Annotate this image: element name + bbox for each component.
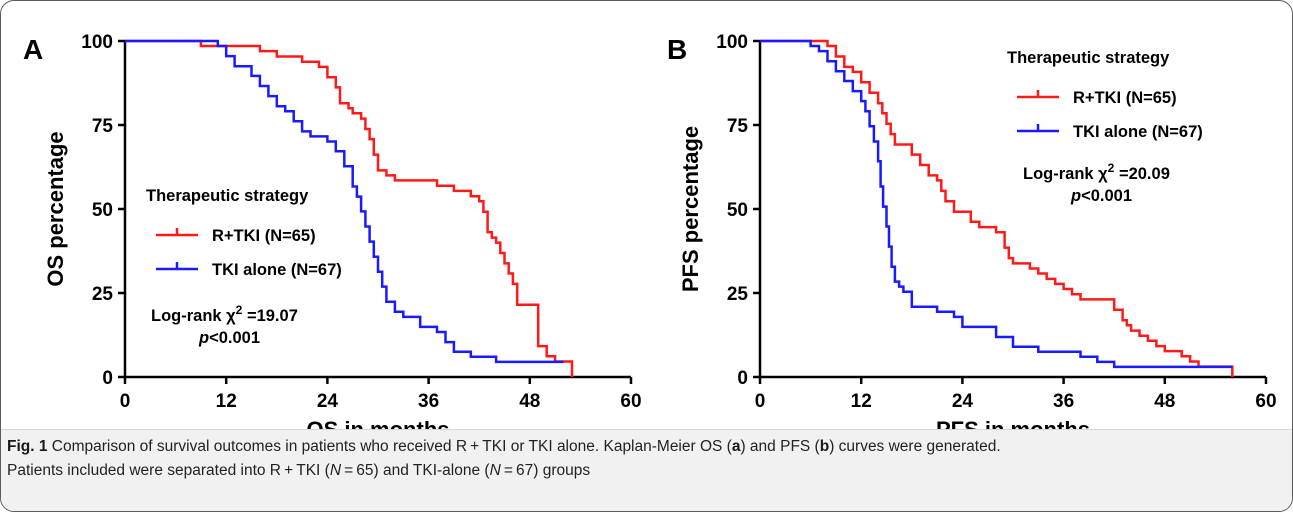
caption-text-5: = 65) and TKI-alone ( bbox=[341, 462, 490, 479]
x-tick-label: 48 bbox=[519, 391, 540, 412]
x-axis-title: PFS in months bbox=[936, 417, 1090, 429]
caption-fig-label: Fig. 1 bbox=[7, 438, 48, 455]
x-axis-title: OS in months bbox=[307, 417, 450, 429]
caption-text-1: Comparison of survival outcomes in patie… bbox=[47, 438, 732, 455]
y-tick-label: 0 bbox=[737, 368, 748, 389]
y-tick-label: 0 bbox=[102, 368, 113, 389]
p-value: p<0.001 bbox=[198, 329, 260, 347]
caption-text-6: = 67) groups bbox=[500, 462, 591, 479]
panel-a: A 0 12 24 36 48 60 0 25 50 75 100 OS in months OS per… bbox=[23, 32, 642, 429]
caption-n-1: N bbox=[329, 462, 342, 479]
legend-label: TKI alone (N=67) bbox=[1073, 123, 1203, 141]
caption-text-4: Patients included were separated into R … bbox=[7, 462, 330, 479]
x-tick-label: 48 bbox=[1154, 391, 1175, 412]
legend-label: R+TKI (N=65) bbox=[1073, 89, 1177, 107]
p-value: p<0.001 bbox=[1070, 187, 1132, 205]
log-rank-statistic: Log-rank χ2 =20.09 bbox=[1023, 161, 1170, 183]
legend-title: Therapeutic strategy bbox=[1007, 49, 1170, 67]
y-tick-label: 100 bbox=[716, 32, 748, 53]
y-tick-label: 25 bbox=[727, 284, 749, 305]
y-tick-label: 75 bbox=[92, 116, 114, 137]
caption-n-2: N bbox=[489, 462, 501, 479]
x-tick-label: 12 bbox=[851, 391, 872, 412]
x-tick-label: 36 bbox=[1053, 391, 1074, 412]
km-curve-tki-alone bbox=[125, 39, 564, 364]
caption-panel-a: a bbox=[731, 438, 741, 455]
caption-panel-b: b bbox=[819, 438, 830, 455]
x-tick-label: 0 bbox=[120, 391, 131, 412]
legend-label: R+TKI (N=65) bbox=[212, 227, 316, 245]
x-tick-label: 60 bbox=[1255, 391, 1276, 412]
x-tick-label: 12 bbox=[216, 391, 237, 412]
km-curve-r-tki bbox=[125, 39, 574, 377]
legend-title: Therapeutic strategy bbox=[146, 187, 309, 205]
log-rank-statistic: Log-rank χ2 =19.07 bbox=[151, 303, 298, 325]
y-tick-label: 50 bbox=[92, 200, 113, 221]
y-tick-label: 75 bbox=[727, 116, 749, 137]
legend-label: TKI alone (N=67) bbox=[212, 261, 342, 279]
x-tick-label: 60 bbox=[620, 391, 641, 412]
y-axis-title: OS percentage bbox=[43, 131, 68, 286]
panel-b: B 0 12 24 36 48 60 0 25 50 75 100 PFS in months PFS p… bbox=[667, 32, 1277, 429]
x-tick-label: 0 bbox=[755, 391, 766, 412]
y-tick-label: 50 bbox=[727, 200, 748, 221]
caption-text-3: ) curves were generated. bbox=[829, 438, 1001, 455]
figure-caption: Fig. 1 Comparison of survival outcomes i… bbox=[7, 435, 1282, 483]
caption-text-2: ) and PFS ( bbox=[740, 438, 820, 455]
y-tick-label: 100 bbox=[81, 32, 113, 53]
y-axis-title: PFS percentage bbox=[678, 126, 703, 292]
km-curve-r-tki bbox=[760, 39, 1234, 377]
panel-label: B bbox=[667, 34, 687, 65]
km-curve-tki-alone bbox=[760, 39, 1233, 369]
kaplan-meier-figure: A 0 12 24 36 48 60 0 25 50 75 100 OS in months OS per… bbox=[23, 32, 1277, 429]
y-tick-label: 25 bbox=[92, 284, 114, 305]
x-tick-label: 24 bbox=[952, 391, 974, 412]
x-tick-label: 24 bbox=[317, 391, 339, 412]
panel-label: A bbox=[23, 34, 43, 65]
caption-band bbox=[1, 429, 1292, 511]
x-tick-label: 36 bbox=[418, 391, 439, 412]
